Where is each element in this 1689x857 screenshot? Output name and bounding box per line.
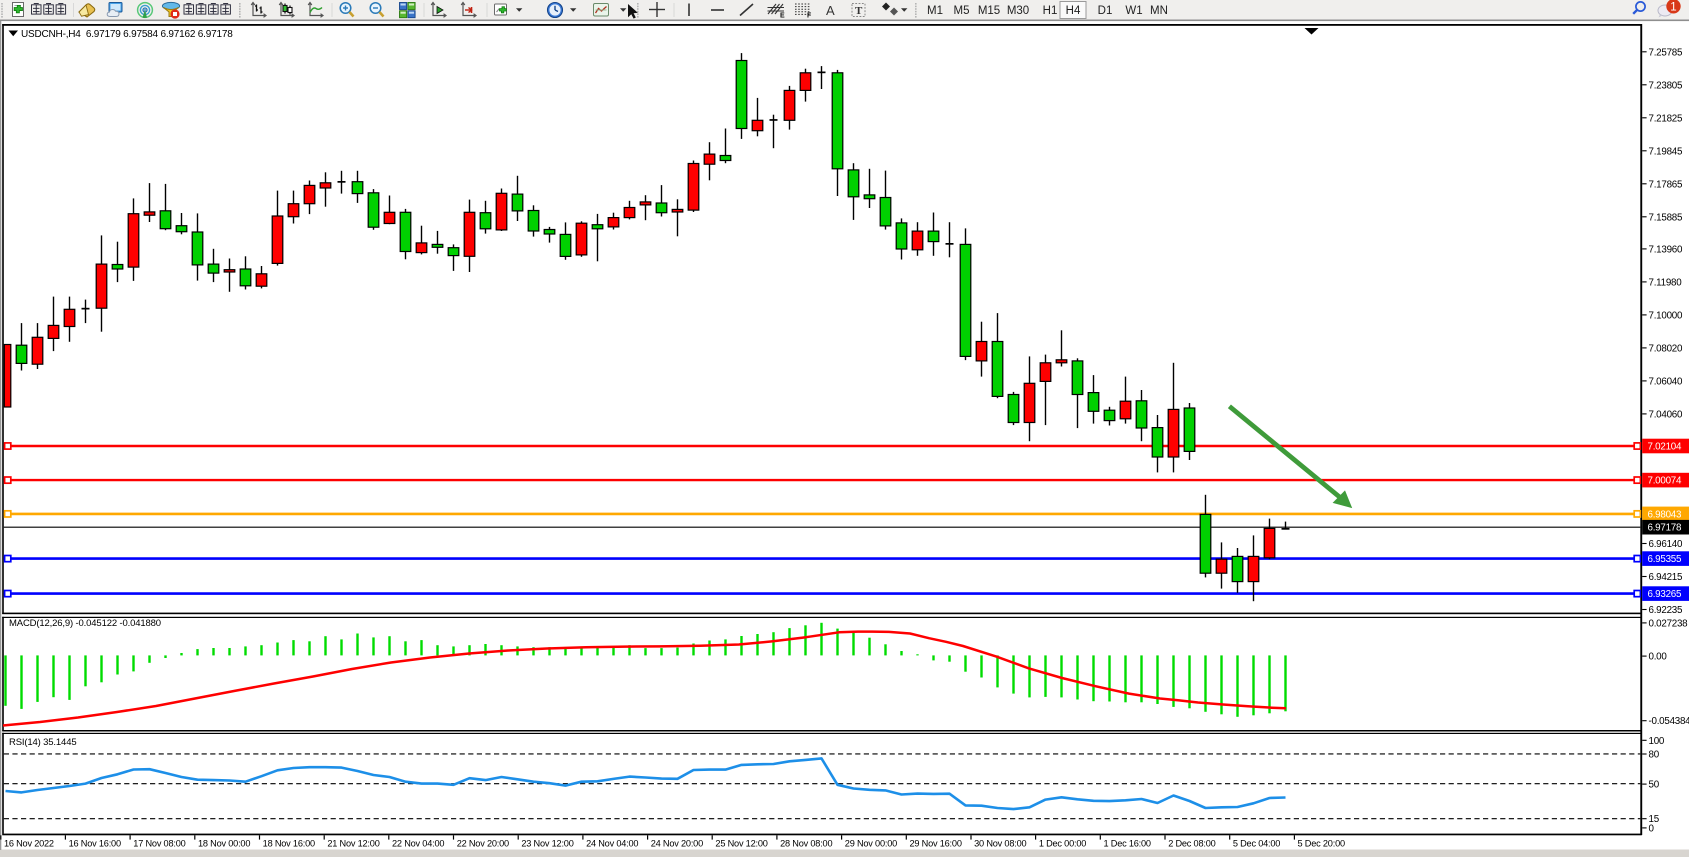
svg-text:80: 80 xyxy=(1649,750,1660,761)
svg-text:18 Nov 16:00: 18 Nov 16:00 xyxy=(263,838,315,848)
svg-text:21 Nov 12:00: 21 Nov 12:00 xyxy=(327,838,379,848)
svg-text:M15: M15 xyxy=(978,5,1000,17)
svg-text:T: T xyxy=(855,5,863,17)
svg-text:USDCNH-,H4 6.97179 6.97584 6.: USDCNH-,H4 6.97179 6.97584 6.97162 6.971… xyxy=(21,29,233,40)
svg-text:30 Nov 08:00: 30 Nov 08:00 xyxy=(974,838,1026,848)
svg-text:7.21825: 7.21825 xyxy=(1649,113,1683,124)
svg-text:6.95355: 6.95355 xyxy=(1648,554,1682,565)
svg-text:H1: H1 xyxy=(1043,5,1058,17)
svg-text:H4: H4 xyxy=(1066,5,1081,17)
svg-text:7.04060: 7.04060 xyxy=(1649,409,1683,420)
svg-text:5 Dec 04:00: 5 Dec 04:00 xyxy=(1233,838,1280,848)
svg-text:15: 15 xyxy=(1649,814,1660,825)
svg-text:22 Nov 20:00: 22 Nov 20:00 xyxy=(457,838,509,848)
svg-text:6.97178: 6.97178 xyxy=(1648,523,1682,534)
svg-text:7.00074: 7.00074 xyxy=(1648,476,1682,487)
svg-text:17 Nov 08:00: 17 Nov 08:00 xyxy=(133,838,185,848)
svg-text:24 Nov 04:00: 24 Nov 04:00 xyxy=(586,838,638,848)
svg-text:100: 100 xyxy=(1649,736,1665,747)
svg-text:7.11980: 7.11980 xyxy=(1649,277,1683,288)
svg-text:2 Dec 08:00: 2 Dec 08:00 xyxy=(1168,838,1215,848)
svg-text:23 Nov 12:00: 23 Nov 12:00 xyxy=(521,838,573,848)
svg-text:28 Nov 08:00: 28 Nov 08:00 xyxy=(780,838,832,848)
svg-text:7.02104: 7.02104 xyxy=(1648,442,1682,453)
svg-text:MACD(12,26,9) -0.045122 -0.041: MACD(12,26,9) -0.045122 -0.041880 xyxy=(9,618,161,629)
svg-text:1 Dec 00:00: 1 Dec 00:00 xyxy=(1039,838,1086,848)
svg-text:24 Nov 20:00: 24 Nov 20:00 xyxy=(651,838,703,848)
svg-text:29 Nov 16:00: 29 Nov 16:00 xyxy=(909,838,961,848)
svg-text:M30: M30 xyxy=(1007,5,1029,17)
svg-text:6.93265: 6.93265 xyxy=(1648,589,1682,600)
svg-text:29 Nov 00:00: 29 Nov 00:00 xyxy=(845,838,897,848)
svg-text:6.94215: 6.94215 xyxy=(1649,572,1683,583)
svg-text:7.17865: 7.17865 xyxy=(1649,179,1683,190)
svg-text:7.19845: 7.19845 xyxy=(1649,146,1683,157)
svg-text:1: 1 xyxy=(1670,1,1676,13)
svg-text:16 Nov 2022: 16 Nov 2022 xyxy=(4,838,54,848)
svg-text:7.08020: 7.08020 xyxy=(1649,343,1683,354)
svg-text:RSI(14) 35.1445: RSI(14) 35.1445 xyxy=(9,737,76,748)
svg-text:7.15885: 7.15885 xyxy=(1649,212,1683,223)
svg-text:50: 50 xyxy=(1649,780,1660,791)
svg-text:7.23805: 7.23805 xyxy=(1649,80,1683,91)
svg-text:0.00: 0.00 xyxy=(1649,652,1668,663)
svg-text:18 Nov 00:00: 18 Nov 00:00 xyxy=(198,838,250,848)
svg-text:6.98043: 6.98043 xyxy=(1648,509,1682,520)
svg-text:0.027238: 0.027238 xyxy=(1649,618,1689,629)
svg-text:7.13960: 7.13960 xyxy=(1649,244,1683,255)
svg-text:1 Dec 16:00: 1 Dec 16:00 xyxy=(1104,838,1151,848)
svg-text:F: F xyxy=(807,13,812,20)
svg-text:6.96140: 6.96140 xyxy=(1649,539,1683,550)
svg-text:-0.054384: -0.054384 xyxy=(1649,716,1689,727)
svg-text:6.92235: 6.92235 xyxy=(1649,605,1683,616)
svg-text:22 Nov 04:00: 22 Nov 04:00 xyxy=(392,838,444,848)
svg-text:25 Nov 12:00: 25 Nov 12:00 xyxy=(715,838,767,848)
svg-text:5 Dec 20:00: 5 Dec 20:00 xyxy=(1298,838,1345,848)
svg-text:E: E xyxy=(780,13,785,20)
svg-text:A: A xyxy=(826,3,835,18)
svg-text:D1: D1 xyxy=(1098,5,1113,17)
svg-text:M1: M1 xyxy=(927,5,943,17)
svg-text:MN: MN xyxy=(1150,5,1168,17)
svg-text:7.25785: 7.25785 xyxy=(1649,47,1683,58)
svg-text:M5: M5 xyxy=(954,5,970,17)
svg-text:W1: W1 xyxy=(1125,5,1142,17)
svg-text:7.10000: 7.10000 xyxy=(1649,310,1683,321)
svg-text:16 Nov 16:00: 16 Nov 16:00 xyxy=(69,838,121,848)
svg-text:7.06040: 7.06040 xyxy=(1649,376,1683,387)
svg-text:0: 0 xyxy=(1649,823,1655,834)
